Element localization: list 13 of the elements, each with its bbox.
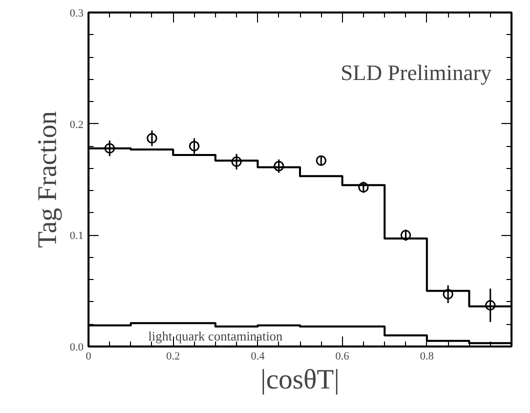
- annotation: SLD Preliminary: [340, 60, 492, 85]
- x-tick-label: 0: [86, 350, 92, 362]
- x-tick-label: 0.2: [166, 350, 180, 362]
- y-tick-label: 0.1: [70, 230, 84, 242]
- x-tick-label: 0.4: [250, 350, 266, 362]
- x-tick-label: 0.8: [420, 350, 434, 362]
- y-tick-label: 0.0: [70, 342, 84, 354]
- annotation: light quark contamination: [148, 328, 284, 344]
- y-tick-label: 0.3: [70, 8, 84, 20]
- x-tick-label: 0.6: [335, 350, 350, 362]
- y-tick-label: 0.2: [70, 118, 84, 131]
- y-axis-title: Tag Fraction: [32, 110, 62, 248]
- x-axis-title: |cosθT|: [260, 364, 340, 396]
